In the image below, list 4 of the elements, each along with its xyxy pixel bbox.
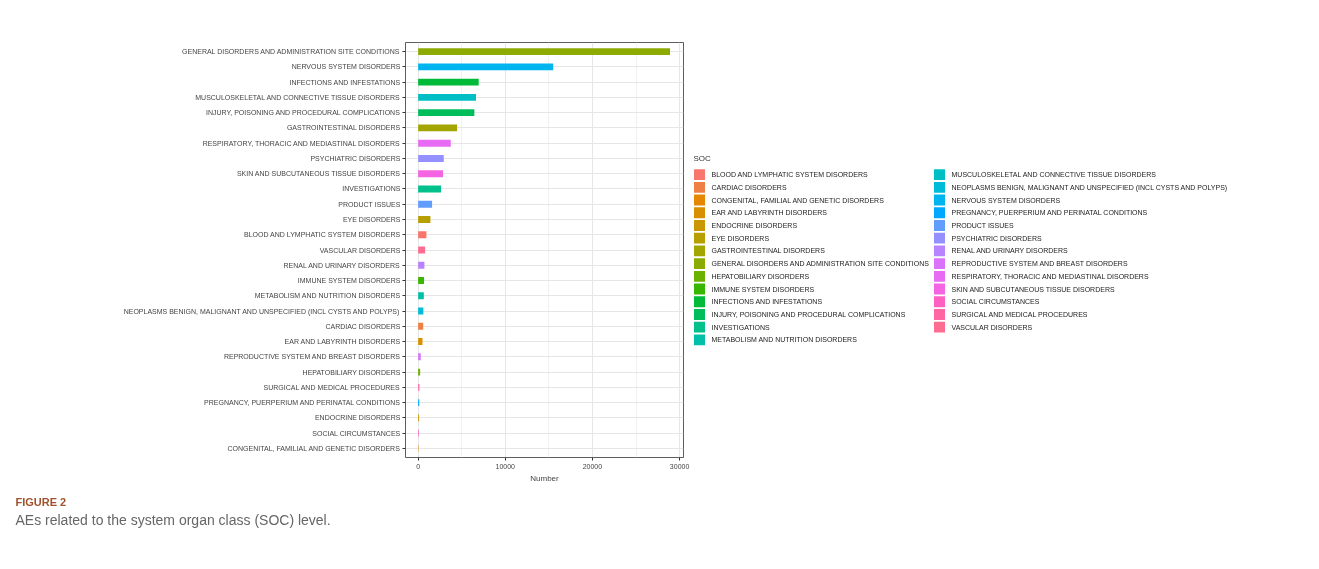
x-axis-title: Number — [530, 473, 560, 483]
caption: FIGURE 2 — [15, 495, 67, 508]
legend-title: SOC — [693, 154, 712, 164]
text: AEs related to the system organ class (SOC) level. — [15, 511, 331, 528]
